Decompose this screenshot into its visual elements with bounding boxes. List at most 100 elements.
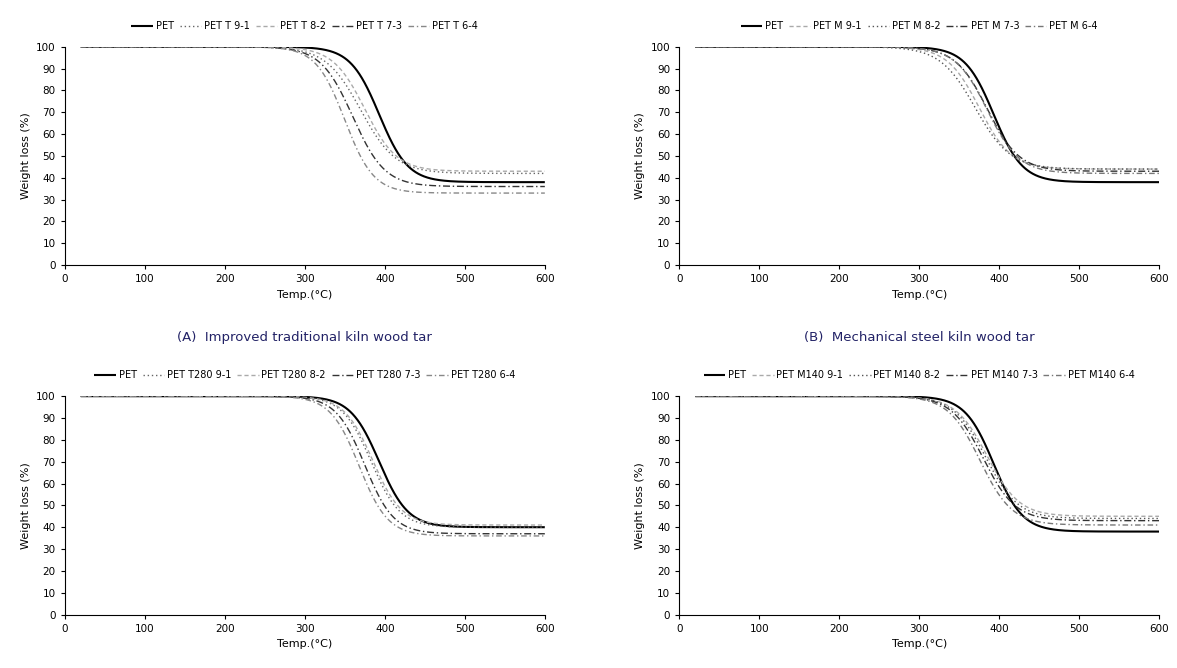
PET bbox=[689, 43, 703, 51]
PET T 6-4 bbox=[528, 189, 543, 197]
PET bbox=[252, 43, 266, 51]
PET M 6-4 bbox=[1093, 169, 1108, 177]
PET bbox=[769, 392, 783, 400]
PET M140 6-4 bbox=[769, 392, 783, 400]
PET T280 7-3 bbox=[252, 392, 266, 400]
PET bbox=[127, 392, 141, 400]
PET M 8-2 bbox=[1143, 165, 1157, 173]
X-axis label: Temp.(°C): Temp.(°C) bbox=[277, 639, 332, 649]
PET T 9-1 bbox=[127, 43, 141, 51]
PET M 6-4 bbox=[769, 43, 783, 51]
PET M 8-2 bbox=[886, 44, 900, 52]
PET T 7-3 bbox=[252, 43, 266, 51]
PET M140 7-3 bbox=[886, 393, 900, 401]
PET M140 8-2 bbox=[1143, 514, 1157, 522]
PET T 8-2 bbox=[479, 167, 493, 175]
PET M 8-2 bbox=[769, 43, 783, 51]
PET M140 8-2 bbox=[769, 392, 783, 400]
PET M140 7-3 bbox=[689, 392, 703, 400]
PET M 6-4 bbox=[1143, 170, 1157, 178]
PET T280 8-2 bbox=[538, 521, 552, 529]
PET M 6-4 bbox=[742, 43, 756, 51]
PET bbox=[769, 43, 783, 51]
Line: PET: PET bbox=[81, 47, 545, 182]
PET M 7-3 bbox=[886, 43, 900, 51]
PET T280 8-2 bbox=[127, 392, 141, 400]
PET bbox=[252, 392, 266, 400]
PET T 6-4 bbox=[538, 189, 552, 197]
PET T280 7-3 bbox=[528, 530, 543, 538]
PET T 8-2 bbox=[252, 43, 266, 51]
PET M 9-1 bbox=[866, 43, 880, 51]
PET T280 6-4 bbox=[528, 532, 543, 540]
PET M140 9-1 bbox=[689, 392, 703, 400]
PET T 7-3 bbox=[74, 43, 88, 51]
PET M140 9-1 bbox=[866, 392, 880, 400]
Line: PET T280 6-4: PET T280 6-4 bbox=[81, 396, 545, 536]
PET M140 6-4 bbox=[886, 393, 900, 401]
PET bbox=[127, 43, 141, 51]
PET bbox=[272, 392, 286, 400]
PET bbox=[538, 178, 552, 186]
PET M140 6-4 bbox=[1093, 521, 1108, 529]
PET bbox=[272, 43, 286, 51]
PET T280 9-1 bbox=[74, 392, 88, 400]
PET bbox=[866, 392, 880, 400]
PET T 8-2 bbox=[74, 43, 88, 51]
PET M140 9-1 bbox=[742, 392, 756, 400]
Line: PET T 6-4: PET T 6-4 bbox=[81, 47, 545, 193]
PET M140 7-3 bbox=[769, 392, 783, 400]
Line: PET M140 9-1: PET M140 9-1 bbox=[696, 396, 1159, 516]
PET T 6-4 bbox=[479, 189, 493, 197]
PET M 9-1 bbox=[1093, 165, 1108, 173]
PET bbox=[866, 43, 880, 51]
PET bbox=[742, 43, 756, 51]
PET T280 9-1 bbox=[538, 523, 552, 531]
PET T280 7-3 bbox=[479, 530, 493, 538]
PET M140 9-1 bbox=[1093, 512, 1108, 520]
PET M 8-2 bbox=[742, 43, 756, 51]
PET T280 9-1 bbox=[127, 392, 141, 400]
PET bbox=[74, 392, 88, 400]
Line: PET M 6-4: PET M 6-4 bbox=[696, 47, 1159, 174]
PET M 9-1 bbox=[1152, 165, 1166, 173]
PET T 6-4 bbox=[74, 43, 88, 51]
Line: PET M140 6-4: PET M140 6-4 bbox=[696, 396, 1159, 525]
PET bbox=[1152, 528, 1166, 536]
PET M 9-1 bbox=[769, 43, 783, 51]
Line: PET: PET bbox=[696, 396, 1159, 532]
PET M140 9-1 bbox=[769, 392, 783, 400]
Line: PET T 7-3: PET T 7-3 bbox=[81, 47, 545, 186]
PET T280 6-4 bbox=[127, 392, 141, 400]
PET bbox=[479, 523, 493, 531]
PET T280 7-3 bbox=[127, 392, 141, 400]
PET bbox=[1143, 528, 1157, 536]
Line: PET M 7-3: PET M 7-3 bbox=[696, 47, 1159, 171]
PET bbox=[689, 392, 703, 400]
PET M140 8-2 bbox=[689, 392, 703, 400]
PET M 8-2 bbox=[866, 43, 880, 51]
Y-axis label: Weight loss (%): Weight loss (%) bbox=[636, 462, 645, 548]
X-axis label: Temp.(°C): Temp.(°C) bbox=[277, 290, 332, 300]
PET M 7-3 bbox=[742, 43, 756, 51]
Text: (A)  Improved traditional kiln wood tar: (A) Improved traditional kiln wood tar bbox=[178, 331, 432, 343]
PET T 7-3 bbox=[154, 43, 168, 51]
PET M 6-4 bbox=[886, 43, 900, 51]
X-axis label: Temp.(°C): Temp.(°C) bbox=[892, 639, 947, 649]
Y-axis label: Weight loss (%): Weight loss (%) bbox=[20, 113, 31, 199]
PET bbox=[154, 392, 168, 400]
PET bbox=[886, 392, 900, 400]
PET bbox=[528, 523, 543, 531]
PET T 6-4 bbox=[252, 43, 266, 51]
PET bbox=[886, 43, 900, 51]
Line: PET M140 7-3: PET M140 7-3 bbox=[696, 396, 1159, 520]
PET M140 7-3 bbox=[1143, 516, 1157, 524]
PET M140 9-1 bbox=[1143, 512, 1157, 520]
PET M140 7-3 bbox=[866, 392, 880, 400]
Line: PET M 8-2: PET M 8-2 bbox=[696, 47, 1159, 169]
PET M140 6-4 bbox=[1143, 521, 1157, 529]
PET M140 7-3 bbox=[1152, 516, 1166, 524]
PET T280 8-2 bbox=[154, 392, 168, 400]
PET T 8-2 bbox=[127, 43, 141, 51]
PET M 7-3 bbox=[1152, 167, 1166, 175]
